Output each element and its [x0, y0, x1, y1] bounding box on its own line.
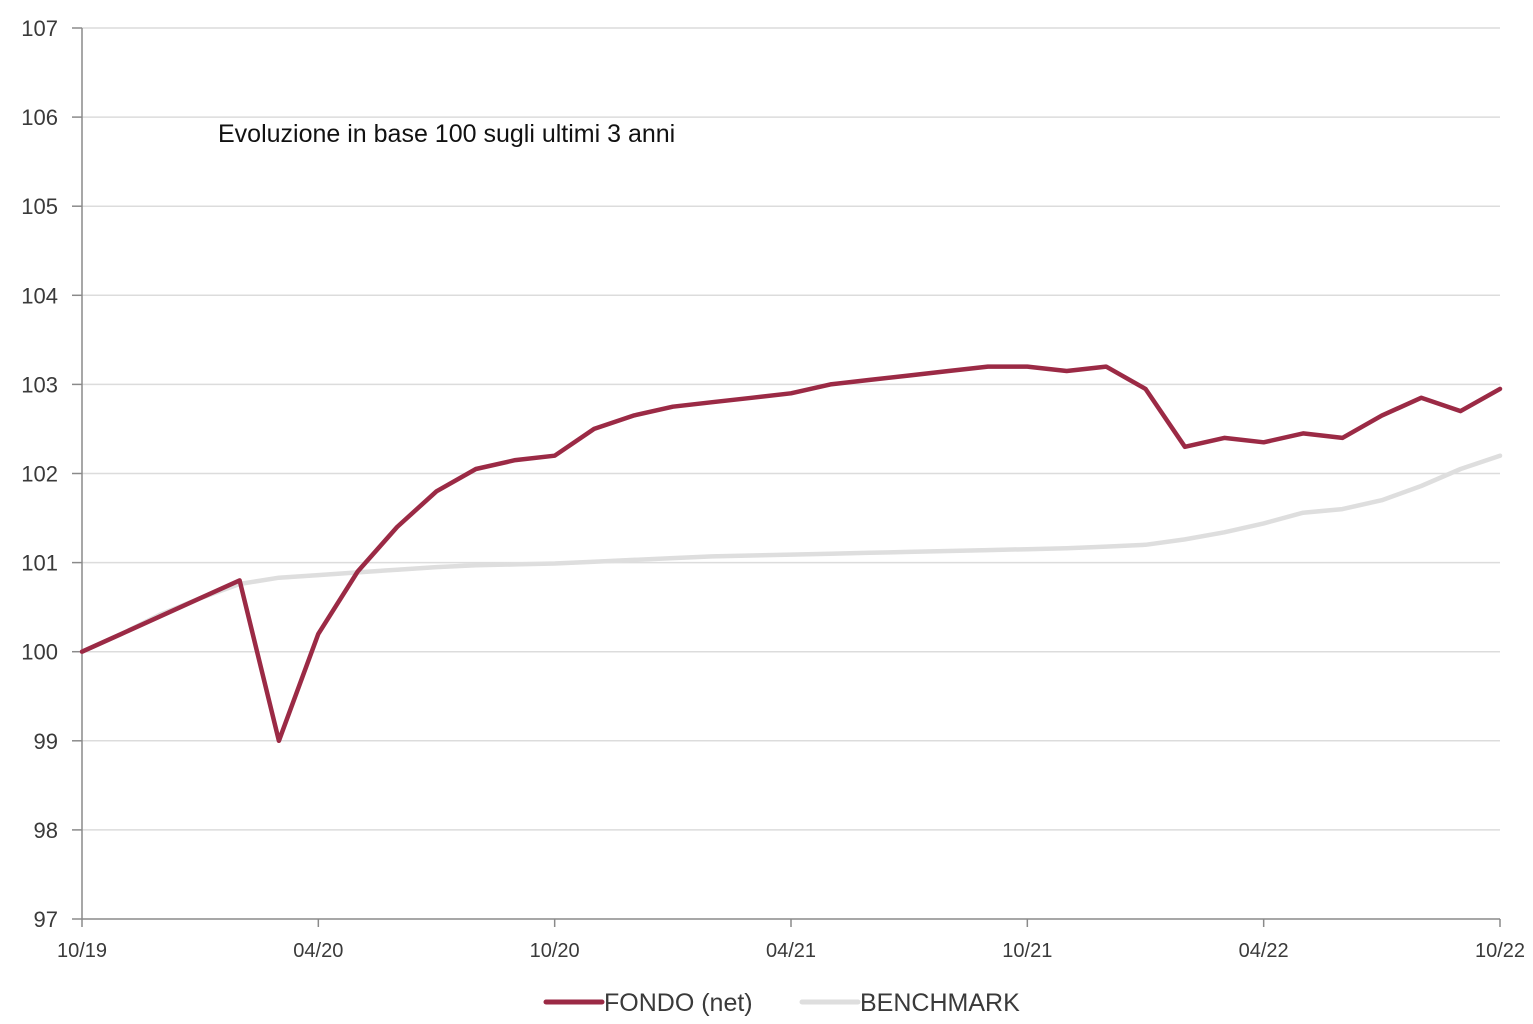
legend: FONDO (net) BENCHMARK — [543, 989, 1020, 1017]
y-tick-label-105: 105 — [21, 194, 58, 219]
x-tick-label-04-22: 04/22 — [1239, 940, 1289, 962]
chart-annotation: Evoluzione in base 100 sugli ultimi 3 an… — [218, 120, 675, 148]
y-tick-label-103: 103 — [21, 372, 58, 397]
y-tick-label-97: 97 — [34, 907, 58, 932]
x-tick-labels: 10/19 04/20 10/20 04/21 10/21 04/22 10/22 — [57, 919, 1525, 962]
y-tick-label-106: 106 — [21, 105, 58, 130]
x-tick-label-04-20: 04/20 — [293, 940, 343, 962]
y-tick-labels: 97 98 99 100 101 102 103 104 105 106 107 — [21, 16, 58, 932]
y-tick-label-101: 101 — [21, 551, 58, 576]
legend-label-fondo: FONDO (net) — [604, 989, 753, 1017]
y-tick-label-102: 102 — [21, 462, 58, 487]
x-tick-label-04-21: 04/21 — [766, 940, 816, 962]
series-line-fondo — [79, 364, 1503, 744]
series-line-benchmark — [79, 453, 1503, 654]
y-tick-label-100: 100 — [21, 640, 58, 665]
grid-lines — [72, 27, 1500, 920]
x-tick-label-10-19: 10/19 — [57, 940, 107, 962]
x-tick-label-10-20: 10/20 — [530, 940, 580, 962]
y-tick-label-107: 107 — [21, 16, 58, 41]
y-tick-label-99: 99 — [34, 729, 58, 754]
series-lines — [79, 364, 1503, 744]
legend-label-benchmark: BENCHMARK — [860, 989, 1020, 1017]
y-tick-label-104: 104 — [21, 283, 58, 308]
y-tick-label-98: 98 — [34, 818, 58, 843]
x-tick-label-10-21: 10/21 — [1002, 940, 1052, 962]
x-tick-label-10-22: 10/22 — [1475, 940, 1525, 962]
